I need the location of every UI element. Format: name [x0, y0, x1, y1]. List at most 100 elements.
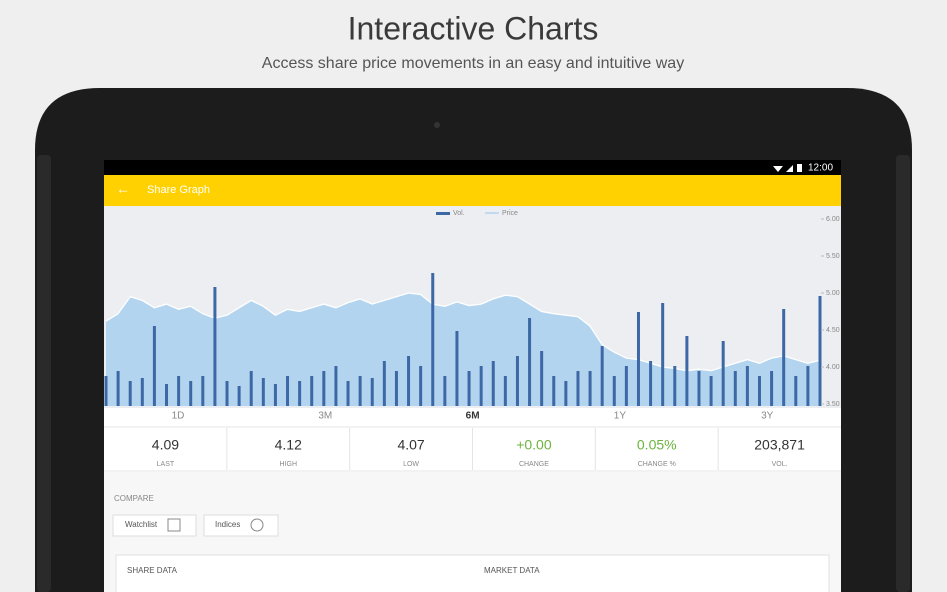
volume-bar — [806, 366, 810, 406]
volume-bar — [310, 376, 314, 406]
volume-bar — [273, 384, 277, 406]
stat-label: LOW — [403, 461, 419, 468]
y-tick-label: 5.50 — [826, 253, 840, 260]
volume-bar — [612, 376, 616, 406]
volume-bar — [152, 326, 156, 406]
volume-bar — [721, 341, 725, 406]
volume-bar — [673, 366, 677, 406]
volume-bar — [237, 386, 241, 406]
range-button[interactable]: 3M — [318, 411, 332, 422]
volume-bar — [540, 351, 544, 406]
volume-bar — [177, 376, 181, 406]
subheadline: Access share price movements in an easy … — [262, 55, 684, 72]
stat-value: 4.09 — [152, 437, 179, 453]
volume-bar — [745, 366, 749, 406]
volume-bar — [467, 371, 471, 406]
volume-bar — [636, 312, 640, 406]
range-button[interactable]: 1Y — [614, 411, 627, 422]
volume-bar — [588, 371, 592, 406]
card-column: SHARE DATA — [127, 566, 178, 575]
volume-bar — [128, 381, 132, 406]
toolbar — [104, 175, 841, 206]
compare-title: COMPARE — [114, 494, 154, 503]
volume-bar — [576, 371, 580, 406]
volume-bar — [479, 366, 483, 406]
status-time: 12:00 — [808, 163, 833, 174]
y-tick-label: 5.00 — [826, 290, 840, 297]
back-button[interactable]: ← — [116, 181, 130, 197]
card-column: MARKET DATA — [484, 566, 540, 575]
range-button[interactable]: 6M — [466, 411, 480, 422]
volume-bar — [697, 371, 701, 406]
volume-bar — [382, 361, 386, 406]
volume-bar — [116, 371, 120, 406]
volume-bar — [757, 376, 761, 406]
status-bar — [104, 160, 841, 175]
volume-bar — [419, 366, 423, 406]
volume-bar — [794, 376, 798, 406]
legend-label: Price — [502, 210, 518, 217]
stat-value: 4.07 — [397, 437, 424, 453]
headline: Interactive Charts — [348, 10, 599, 46]
volume-bar — [346, 381, 350, 406]
data-card — [115, 554, 830, 592]
volume-bar — [503, 376, 507, 406]
speaker-right — [896, 155, 910, 592]
volume-bar — [165, 384, 169, 406]
volume-bar — [649, 361, 653, 406]
plot — [104, 273, 822, 406]
volume-bar — [370, 378, 374, 406]
range-button[interactable]: 3Y — [761, 411, 774, 422]
price-line — [105, 292, 821, 372]
volume-bar — [709, 376, 713, 406]
volume-bar — [334, 366, 338, 406]
volume-bar — [782, 309, 786, 406]
y-tick-label: 3.50 — [826, 401, 840, 408]
stat-label: CHANGE — [519, 461, 549, 468]
volume-bar — [201, 376, 205, 406]
volume-bar — [286, 376, 290, 406]
volume-bar — [298, 381, 302, 406]
battery-icon — [797, 164, 802, 172]
speaker-left — [37, 155, 51, 592]
stat-label: LAST — [157, 461, 175, 468]
legend: Vol. Price — [436, 210, 518, 217]
toolbar-title: Share Graph — [147, 184, 210, 196]
camera — [434, 122, 440, 128]
volume-bar — [624, 366, 628, 406]
volume-bar — [394, 371, 398, 406]
indices-icon — [250, 518, 264, 532]
stats: 4.09 LAST 4.12 HIGH 4.07 LOW +0.00 CHANGE 0.05% C… — [152, 428, 805, 470]
stat-value: 0.05% — [637, 437, 677, 453]
volume-bar — [564, 381, 568, 406]
y-tick-label: 4.50 — [826, 327, 840, 334]
volume-bar — [189, 381, 193, 406]
watchlist-label[interactable]: Watchlist — [125, 520, 158, 529]
stat-label: VOL. — [772, 461, 788, 468]
range-button[interactable]: 1D — [172, 411, 185, 422]
volume-bar — [443, 376, 447, 406]
legend-label: Vol. — [453, 210, 465, 217]
price-area — [106, 293, 820, 406]
volume-bar — [104, 376, 108, 406]
volume-bar — [818, 296, 822, 406]
volume-bar — [407, 356, 411, 406]
legend-swatch — [436, 212, 450, 215]
signal-icon — [786, 165, 793, 172]
axis: 3.50 4.00 4.50 5.00 5.50 6.00 — [821, 216, 840, 408]
volume-bar — [600, 346, 604, 406]
volume-bar — [661, 303, 665, 406]
volume-bar — [515, 356, 519, 406]
volume-bar — [770, 371, 774, 406]
volume-bar — [431, 273, 435, 406]
stat-label: HIGH — [280, 461, 298, 468]
volume-bar — [491, 361, 495, 406]
volume-bar — [358, 376, 362, 406]
volume-bar — [322, 371, 326, 406]
volume-bar — [225, 381, 229, 406]
indices-label[interactable]: Indices — [215, 520, 240, 529]
watchlist-icon — [167, 518, 181, 532]
stat-value: +0.00 — [516, 437, 552, 453]
volume-bar — [213, 287, 217, 406]
